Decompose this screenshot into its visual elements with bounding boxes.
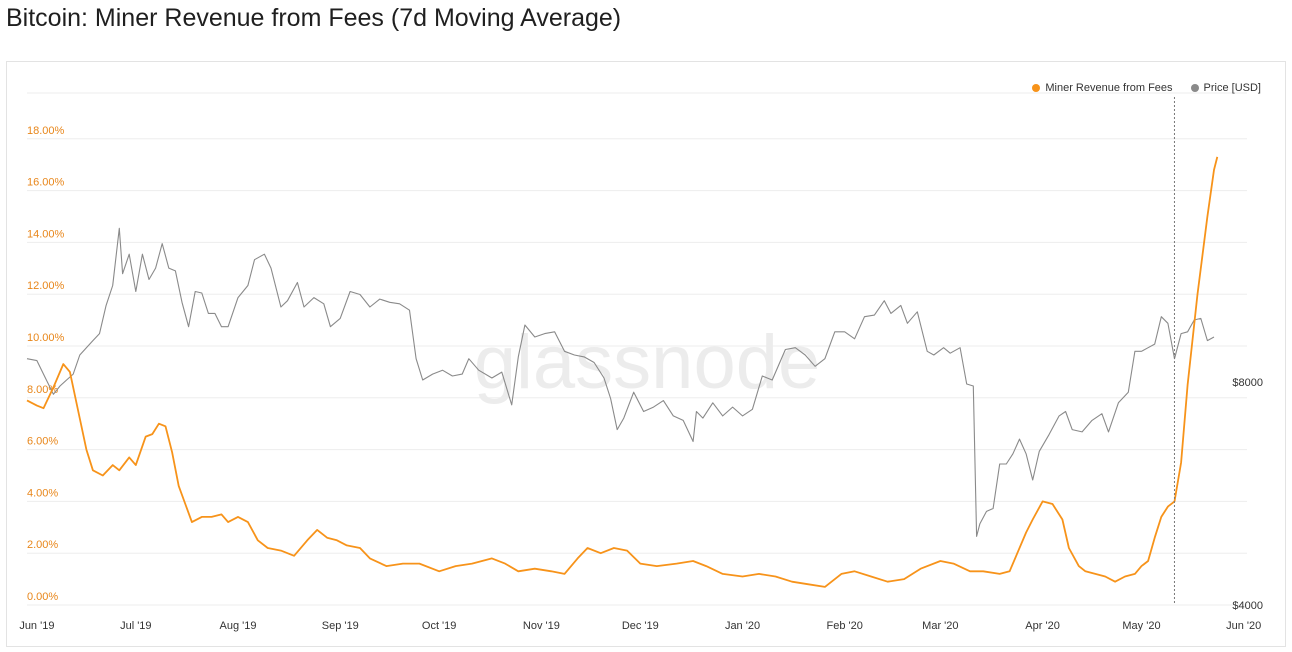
series-layer [26, 156, 1219, 588]
left-axis-tick-label: 18.00% [27, 125, 65, 137]
price-series-line[interactable] [26, 227, 1215, 537]
x-axis-tick-label: Jan '20 [725, 620, 760, 632]
right-axis-tick-label: $4000 [1232, 600, 1263, 612]
legend: Miner Revenue from Fees Price [USD] [1032, 82, 1261, 94]
x-axis-tick-label: Jul '19 [120, 620, 151, 632]
left-axis-tick-label: 12.00% [27, 280, 65, 292]
fees-series-line[interactable] [26, 156, 1219, 588]
left-axis-tick-label: 0.00% [27, 591, 58, 603]
legend-dot-fees [1032, 84, 1041, 92]
x-axis-tick-label: Jun '19 [19, 620, 54, 632]
left-axis-tick-label: 2.00% [27, 539, 58, 551]
x-axis-tick-label: Jun '20 [1226, 620, 1261, 632]
left-axis-tick-label: 14.00% [27, 228, 65, 240]
page-title: Bitcoin: Miner Revenue from Fees (7d Mov… [6, 4, 622, 32]
left-axis-tick-label: 16.00% [27, 177, 65, 189]
x-axis: Jun '19 Jul '19 Aug '19 Sep '19 Oct '19 Nov '… [19, 620, 1261, 632]
chart-svg: glassnode 0.00%2.00%4.00%6.00%8.00%10.00… [19, 92, 1263, 632]
left-axis-tick-label: 4.00% [27, 487, 58, 499]
watermark: glassnode [474, 320, 821, 405]
legend-dot-price [1190, 84, 1199, 92]
x-axis-tick-label: Sep '19 [322, 620, 359, 632]
x-axis-tick-label: Mar '20 [922, 620, 958, 632]
right-axis-tick-label: $8000 [1232, 377, 1263, 389]
x-axis-tick-label: Oct '19 [422, 620, 457, 632]
x-axis-tick-label: Aug '19 [220, 620, 257, 632]
x-axis-tick-label: Nov '19 [523, 620, 560, 632]
x-axis-tick-label: Dec '19 [622, 620, 659, 632]
x-axis-tick-label: May '20 [1122, 620, 1160, 632]
left-axis: 0.00%2.00%4.00%6.00%8.00%10.00%12.00%14.… [27, 125, 65, 603]
legend-item-price[interactable]: Price [USD] [1190, 82, 1261, 94]
right-axis: $4000 $8000 [1232, 377, 1263, 612]
chart-card: glassnode 0.00% 2.00% 4.00% 6.00% 8.00% 10.00… [6, 61, 1286, 647]
legend-item-fees[interactable]: Miner Revenue from Fees [1032, 82, 1173, 94]
legend-label-fees: Miner Revenue from Fees [1045, 82, 1173, 94]
legend-label-price: Price [USD] [1203, 82, 1261, 94]
left-axis-tick-label: 10.00% [27, 332, 65, 344]
x-axis-tick-label: Apr '20 [1025, 620, 1060, 632]
left-axis-tick-label: 6.00% [27, 436, 58, 448]
x-axis-tick-label: Feb '20 [827, 620, 863, 632]
